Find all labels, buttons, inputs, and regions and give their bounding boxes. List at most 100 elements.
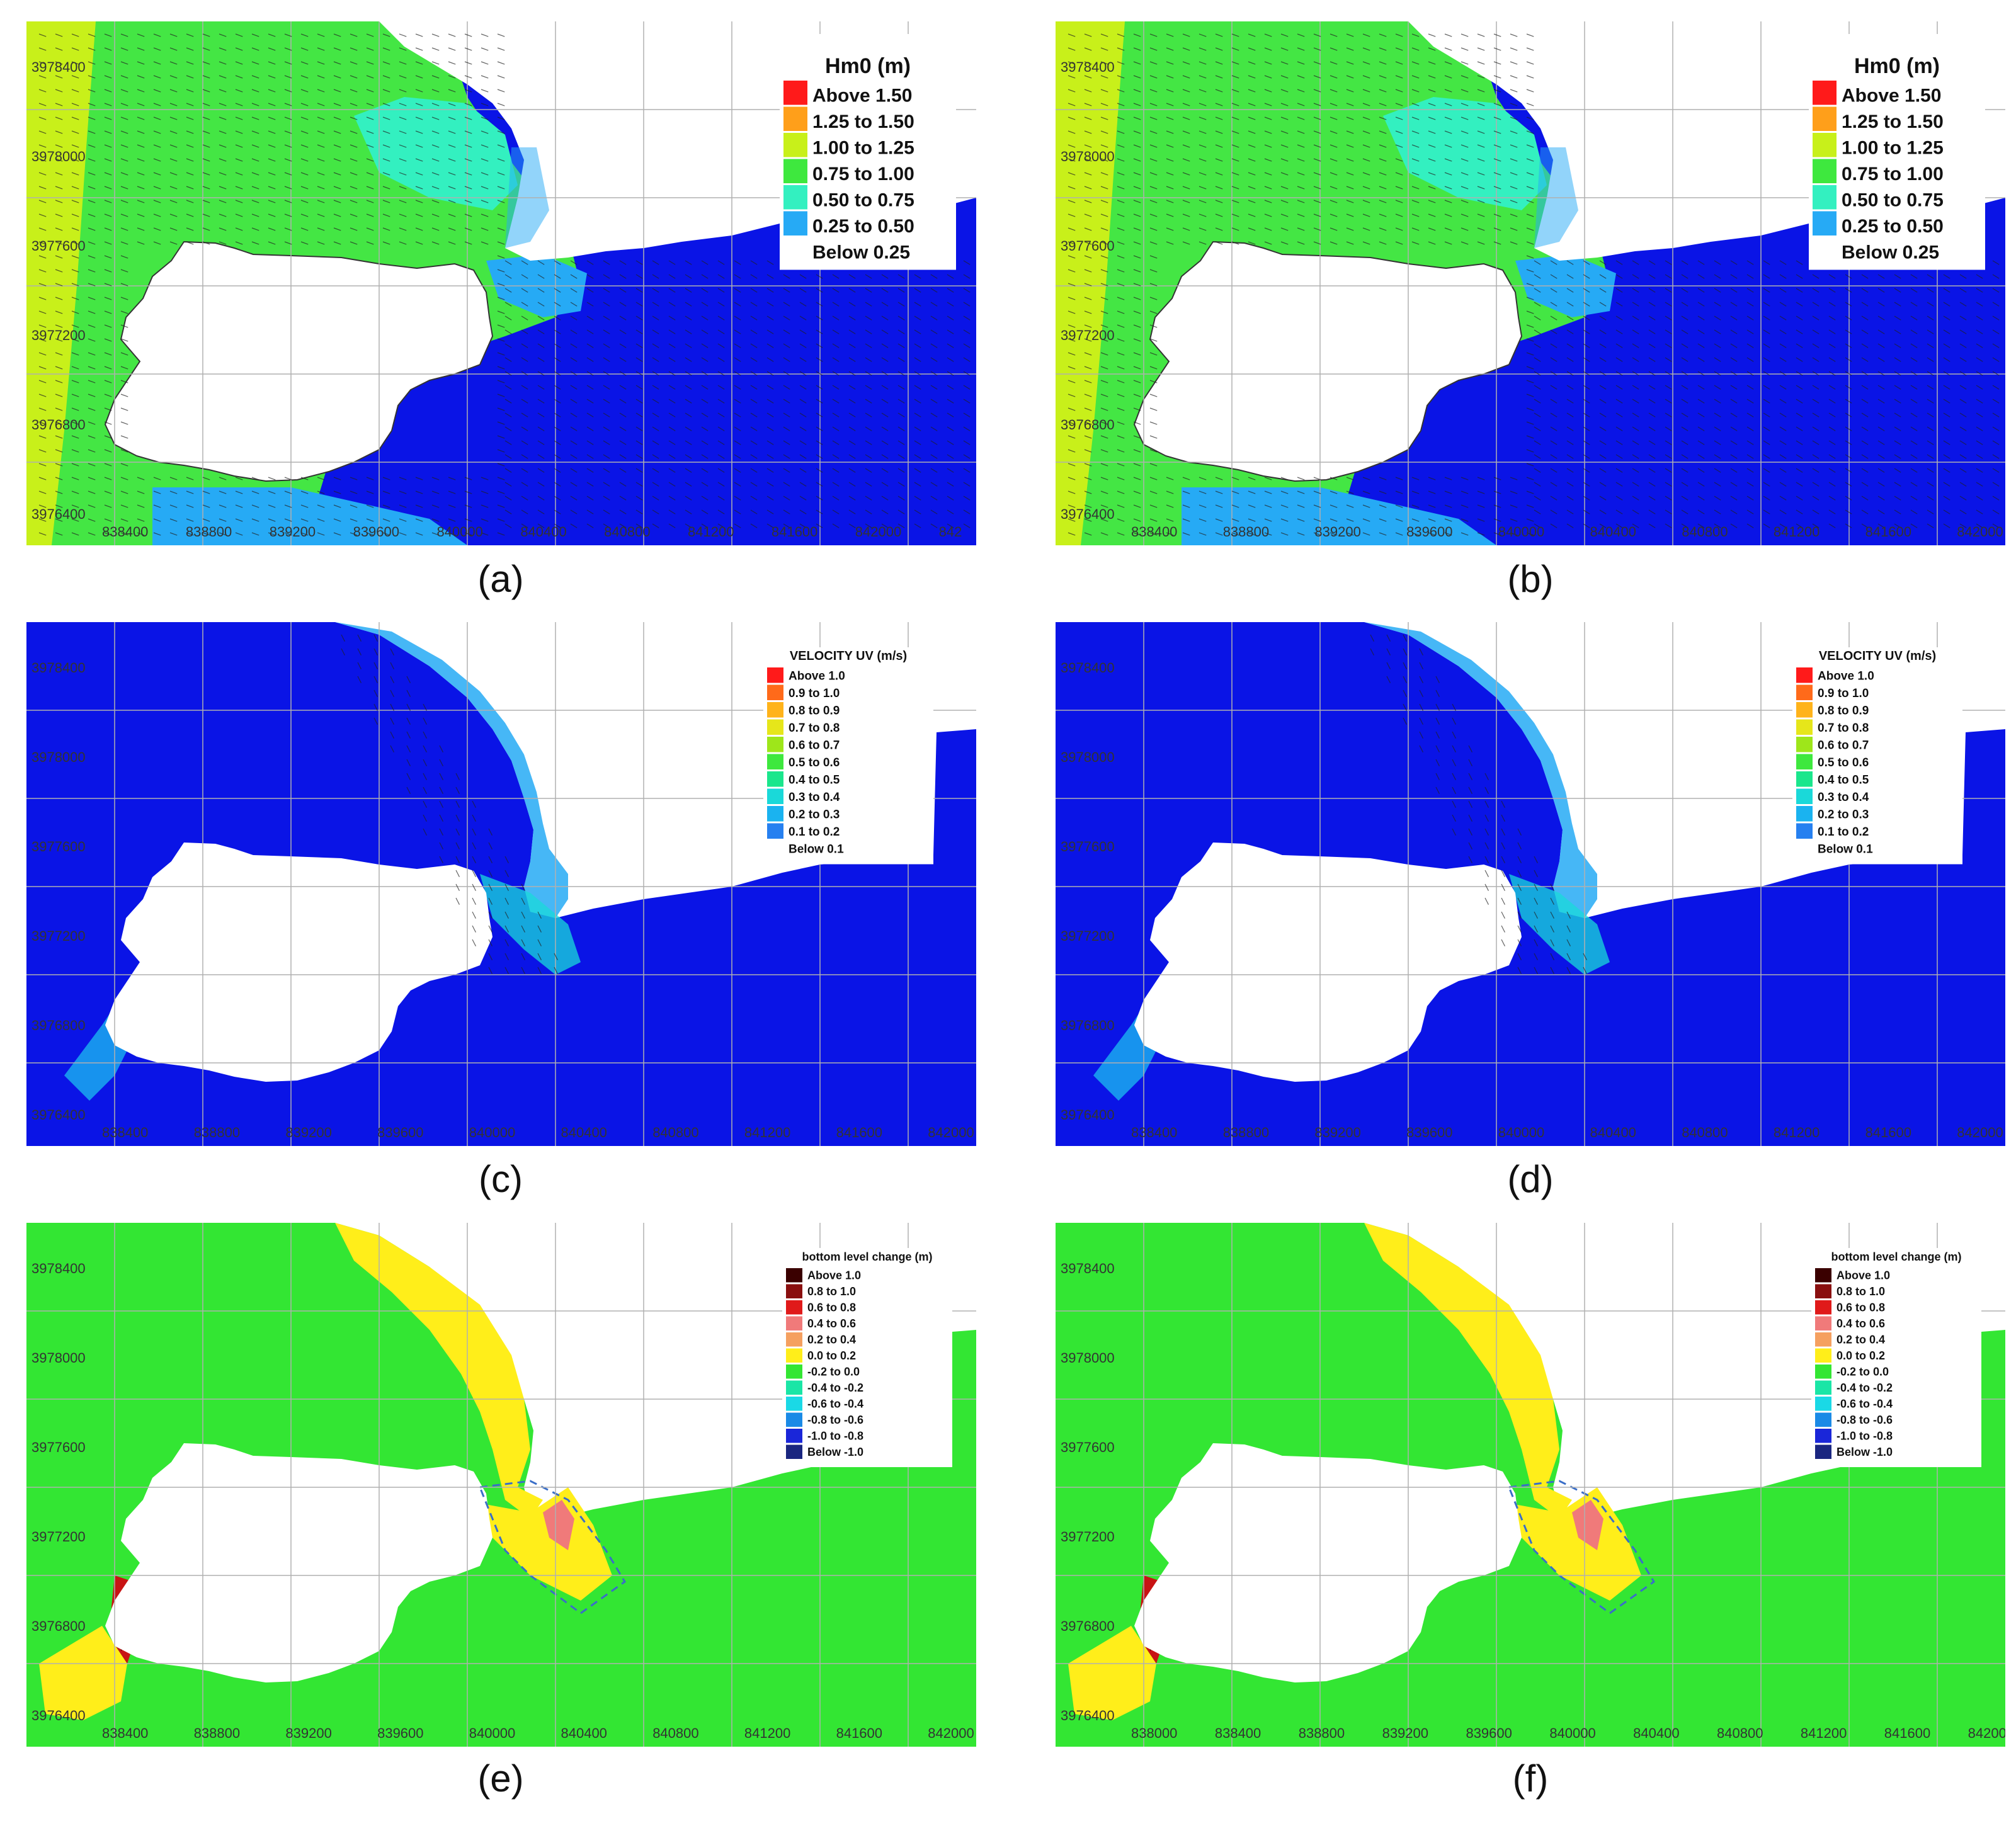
vector-arrow bbox=[1763, 426, 1770, 431]
vector-arrow bbox=[586, 288, 594, 293]
vector-arrow bbox=[1428, 227, 1436, 231]
vector-arrow bbox=[38, 75, 47, 79]
vector-arrow bbox=[1297, 158, 1305, 162]
vector-arrow bbox=[55, 449, 63, 453]
vector-arrow bbox=[153, 200, 161, 203]
vector-arrow bbox=[202, 89, 210, 93]
vector-arrow bbox=[652, 357, 659, 362]
vector-arrow bbox=[1248, 89, 1256, 93]
vector-arrow bbox=[1133, 352, 1141, 356]
vector-arrow bbox=[865, 509, 872, 514]
vector-arrow bbox=[865, 329, 872, 334]
vector-arrow bbox=[1894, 302, 1901, 307]
vector-arrow bbox=[619, 440, 627, 445]
vector-arrow bbox=[1231, 61, 1239, 65]
vector-arrow bbox=[169, 47, 178, 51]
vector-arrow bbox=[1550, 454, 1558, 459]
vector-arrow bbox=[635, 496, 643, 501]
vector-arrow bbox=[333, 477, 341, 480]
vector-arrow bbox=[914, 385, 921, 390]
vector-arrow bbox=[504, 953, 509, 960]
vector-arrow bbox=[1517, 911, 1522, 919]
vector-arrow bbox=[1510, 172, 1518, 176]
vector-arrow bbox=[1959, 399, 1967, 404]
vector-arrow bbox=[1330, 61, 1338, 65]
vector-arrow bbox=[1526, 324, 1534, 328]
vector-arrow bbox=[1149, 463, 1158, 467]
vector-arrow bbox=[701, 274, 709, 279]
vector-arrow bbox=[431, 477, 440, 480]
vector-arrow bbox=[448, 130, 456, 134]
vector-arrow bbox=[766, 454, 774, 459]
vector-arrow bbox=[1599, 385, 1607, 390]
vector-arrow bbox=[464, 504, 472, 508]
vector-arrow bbox=[1796, 468, 1803, 473]
vector-arrow bbox=[481, 200, 489, 203]
legend-label: 0.5 to 0.6 bbox=[1818, 756, 1869, 769]
vector-arrow bbox=[1599, 496, 1607, 501]
vector-arrow bbox=[219, 33, 227, 37]
vector-arrow bbox=[1452, 814, 1456, 822]
vector-arrow bbox=[350, 213, 358, 217]
vector-arrow bbox=[120, 435, 128, 439]
vector-arrow bbox=[1828, 329, 1836, 334]
vector-arrow bbox=[153, 227, 161, 231]
vector-arrow bbox=[169, 75, 178, 79]
vector-arrow bbox=[1428, 47, 1436, 51]
vector-arrow bbox=[415, 130, 423, 134]
vector-arrow bbox=[1517, 856, 1522, 863]
vector-arrow bbox=[832, 343, 840, 348]
vector-arrow bbox=[1845, 274, 1852, 279]
vector-arrow bbox=[1330, 172, 1338, 176]
vector-arrow bbox=[1566, 343, 1574, 348]
vector-arrow bbox=[652, 454, 659, 459]
vector-arrow bbox=[1346, 186, 1354, 190]
vector-arrow bbox=[1910, 357, 1918, 362]
vector-arrow bbox=[1411, 186, 1420, 190]
vector-arrow bbox=[1845, 385, 1852, 390]
vector-arrow bbox=[1084, 297, 1092, 300]
vector-arrow bbox=[88, 449, 96, 453]
vector-arrow bbox=[137, 477, 145, 480]
vector-arrow bbox=[832, 509, 840, 514]
vector-arrow bbox=[1763, 357, 1770, 362]
vector-arrow bbox=[914, 371, 921, 376]
vector-arrow bbox=[431, 158, 440, 162]
vector-arrow bbox=[1894, 399, 1901, 404]
vector-arrow bbox=[439, 814, 443, 822]
vector-arrow bbox=[1976, 343, 1983, 348]
legend-label: 1.25 to 1.50 bbox=[1842, 111, 1944, 132]
vector-arrow bbox=[1812, 468, 1820, 473]
vector-arrow bbox=[481, 227, 489, 231]
accretion-zone-west bbox=[1068, 1626, 1156, 1720]
vector-arrow bbox=[603, 482, 610, 487]
vector-arrow bbox=[1084, 463, 1092, 467]
vector-arrow bbox=[570, 343, 578, 348]
vector-arrow bbox=[497, 297, 505, 300]
vector-arrow bbox=[1100, 352, 1108, 356]
vector-arrow bbox=[455, 870, 460, 877]
vector-arrow bbox=[455, 786, 460, 794]
vector-arrow bbox=[930, 329, 938, 334]
vector-arrow bbox=[1861, 440, 1869, 445]
vector-arrow bbox=[497, 103, 505, 106]
vector-arrow bbox=[897, 523, 905, 528]
vector-arrow bbox=[1215, 47, 1223, 51]
vector-arrow bbox=[1615, 454, 1623, 459]
vector-arrow bbox=[300, 532, 309, 536]
vector-arrow bbox=[1959, 357, 1967, 362]
vector-arrow bbox=[1714, 315, 1721, 321]
vector-arrow bbox=[1615, 385, 1623, 390]
vector-arrow bbox=[1615, 440, 1623, 445]
x-tick-label: 840400 bbox=[1590, 1125, 1636, 1140]
vector-arrow bbox=[1395, 158, 1403, 162]
legend-label: 0.0 to 0.2 bbox=[807, 1349, 856, 1362]
vector-arrow bbox=[104, 435, 112, 439]
vector-arrow bbox=[1280, 61, 1289, 65]
vector-arrow bbox=[104, 186, 112, 190]
vector-arrow bbox=[1133, 518, 1141, 522]
vector-arrow bbox=[1501, 870, 1505, 877]
vector-arrow bbox=[537, 939, 542, 946]
vector-arrow bbox=[464, 172, 472, 176]
vector-arrow bbox=[464, 200, 472, 203]
